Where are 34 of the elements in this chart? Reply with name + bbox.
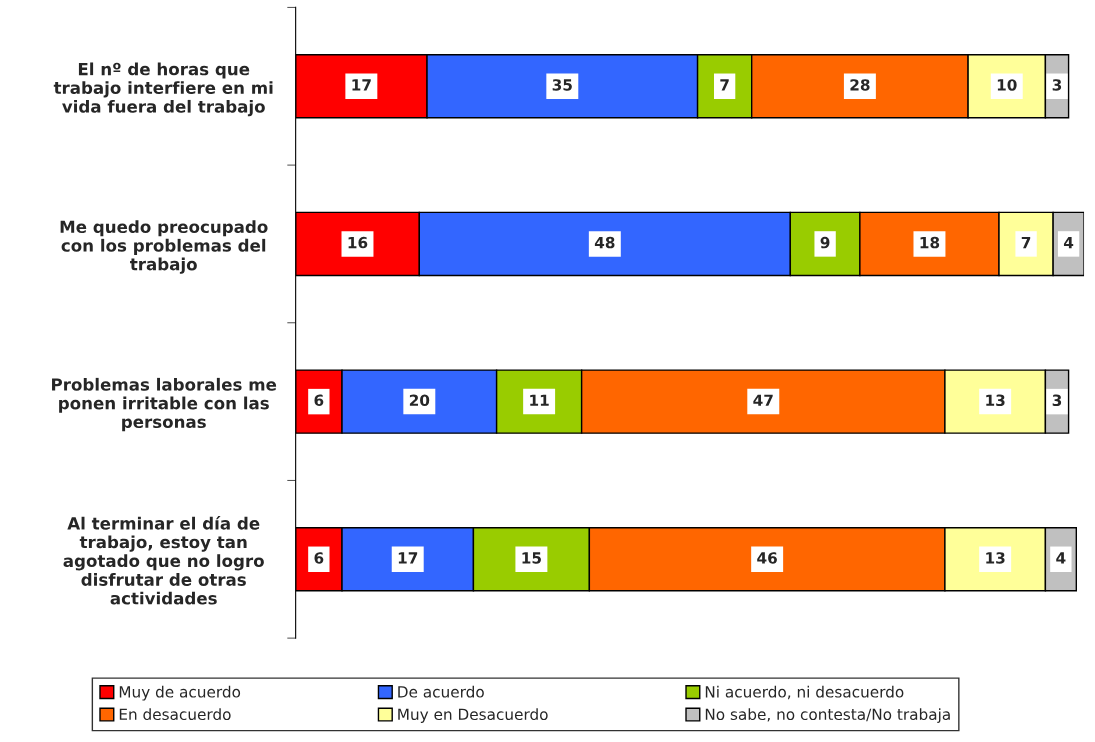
data-label: 4 [1056, 552, 1066, 564]
legend-label: En desacuerdo [119, 708, 231, 721]
data-label: 35 [552, 79, 572, 91]
data-label: 9 [820, 236, 830, 249]
data-label: 18 [920, 236, 940, 249]
legend-label: Muy en Desacuerdo [398, 708, 548, 724]
y-tick-label: Me quedo preocupado con los problemas del trabajo [60, 220, 268, 274]
data-label: 6 [314, 552, 324, 564]
data-label: 15 [522, 552, 541, 564]
y-tick-label: Problemas laborales me ponen irritable con las personas [52, 377, 277, 432]
data-label: 46 [757, 552, 777, 564]
data-label: 3 [1052, 394, 1062, 407]
data-label: 16 [348, 236, 368, 249]
data-label: 48 [594, 236, 615, 249]
data-label: 3 [1052, 79, 1062, 91]
data-label: 10 [997, 79, 1017, 91]
data-label: 13 [986, 394, 1005, 407]
data-label: 17 [398, 552, 418, 564]
data-label: 28 [850, 79, 870, 91]
legend-label: Ni acuerdo, ni desacuerdo [705, 685, 904, 700]
legend-label: Muy de acuerdo [119, 685, 241, 701]
data-label: 7 [1021, 237, 1031, 249]
y-tick-label: El nº de horas que trabajo interfiere en mi vida fuera del trabajo [53, 62, 273, 117]
legend-label: De acuerdo [398, 685, 484, 698]
legend-label: No sabe, no contesta/No trabaja [705, 708, 950, 724]
y-tick-label: Al terminar el día de trabajo, estoy tan agotado que no logro disfrutar de otras actividades [63, 516, 264, 605]
data-label: 7 [720, 79, 729, 91]
data-label: 47 [753, 394, 773, 406]
data-label: 20 [409, 394, 430, 407]
data-label: 13 [986, 552, 1005, 564]
data-label: 4 [1063, 237, 1074, 249]
data-label: 6 [314, 394, 324, 407]
data-label: 11 [530, 394, 549, 406]
data-label: 17 [352, 79, 371, 91]
